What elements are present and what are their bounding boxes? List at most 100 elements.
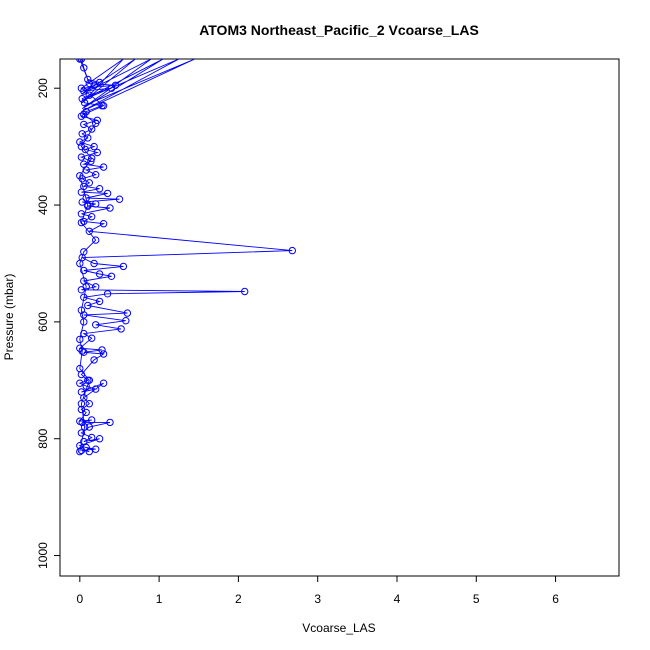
data-point [78, 347, 86, 355]
data-point [77, 429, 86, 437]
data-point [84, 201, 92, 209]
x-tick-label: 5 [473, 592, 480, 606]
data-point [95, 435, 104, 443]
plot-frame [59, 58, 620, 577]
data-point [76, 379, 84, 387]
x-tick-label: 0 [76, 592, 83, 606]
data-point [119, 262, 128, 271]
data-point [77, 218, 86, 227]
data-point [92, 385, 100, 393]
data-point [103, 189, 112, 198]
data-point [123, 309, 132, 317]
data-point [76, 447, 84, 456]
data-point [76, 335, 84, 344]
data-point [95, 270, 104, 278]
data-point [122, 317, 130, 325]
data-point [103, 290, 112, 298]
data-point [78, 198, 86, 206]
data-point [80, 266, 88, 275]
data-point [95, 297, 104, 306]
data-point [92, 200, 100, 208]
series-2-line [79, 59, 116, 452]
data-point [85, 376, 94, 384]
data-point [84, 134, 92, 142]
data-point [82, 194, 90, 202]
data-point [117, 325, 125, 333]
data-point [95, 185, 104, 193]
data-point [107, 272, 116, 280]
x-tick-label: 3 [314, 592, 321, 606]
data-point [106, 418, 114, 427]
y-axis: 200 400 600 800 1000 [36, 78, 61, 569]
data-point [85, 400, 94, 408]
data-point [88, 125, 96, 133]
data-point [80, 99, 89, 107]
x-tick-label: 2 [235, 592, 242, 606]
data-point [76, 138, 84, 146]
data-point [88, 416, 96, 424]
data-point [90, 356, 98, 364]
data-point [76, 259, 84, 268]
y-tick-label: 200 [36, 78, 50, 98]
y-tick-label: 600 [36, 312, 50, 332]
data-point [77, 446, 86, 455]
data-point [80, 329, 88, 338]
data-point [88, 433, 96, 442]
x-tick-label: 1 [156, 592, 163, 606]
data-point [80, 110, 88, 119]
data-point [78, 95, 86, 103]
data-point [99, 102, 108, 110]
data-point [85, 423, 94, 431]
y-tick-label: 1000 [36, 542, 50, 569]
data-point [95, 78, 104, 87]
data-point [80, 318, 88, 326]
x-axis: 0 1 2 3 4 5 6 [76, 575, 559, 606]
series-fan-line [81, 59, 195, 113]
data-point [80, 248, 88, 256]
data-point [85, 447, 94, 456]
data-point [99, 379, 108, 387]
data-point [92, 119, 100, 128]
data-point [90, 142, 98, 151]
y-tick-label: 400 [36, 195, 50, 215]
data-point [93, 148, 102, 157]
data-point [77, 142, 86, 151]
data-point [85, 227, 94, 236]
data-point [82, 283, 90, 291]
data-point [92, 236, 100, 244]
data-point [84, 75, 92, 84]
data-point [77, 84, 86, 92]
data-point [77, 306, 86, 314]
data-point [80, 64, 88, 72]
chart-title: ATOM3 Northeast_Pacific_2 Vcoarse_LAS [199, 22, 479, 38]
data-point [80, 120, 88, 129]
data-point [88, 154, 96, 163]
data-point [88, 213, 96, 221]
data-point [85, 179, 94, 187]
data-point [88, 334, 96, 342]
data-point [288, 246, 296, 255]
data-point [76, 172, 84, 180]
data-point [78, 130, 86, 138]
plot-area [76, 59, 296, 456]
x-tick-label: 6 [552, 592, 559, 606]
data-point [90, 81, 98, 90]
data-point [106, 204, 114, 212]
data-point [92, 445, 100, 453]
data-point [98, 346, 106, 354]
data-point [77, 153, 86, 161]
data-point [92, 321, 100, 329]
data-point [85, 91, 94, 99]
x-tick-label: 4 [394, 592, 401, 606]
data-point [84, 301, 92, 310]
data-point [76, 364, 84, 373]
x-axis-label: Vcoarse_LAS [302, 621, 375, 635]
data-point [80, 348, 88, 356]
data-point [80, 423, 89, 431]
data-point [99, 350, 108, 358]
data-point [241, 287, 249, 296]
data-point [115, 195, 124, 203]
data-point [92, 171, 100, 179]
data-point [85, 79, 94, 88]
